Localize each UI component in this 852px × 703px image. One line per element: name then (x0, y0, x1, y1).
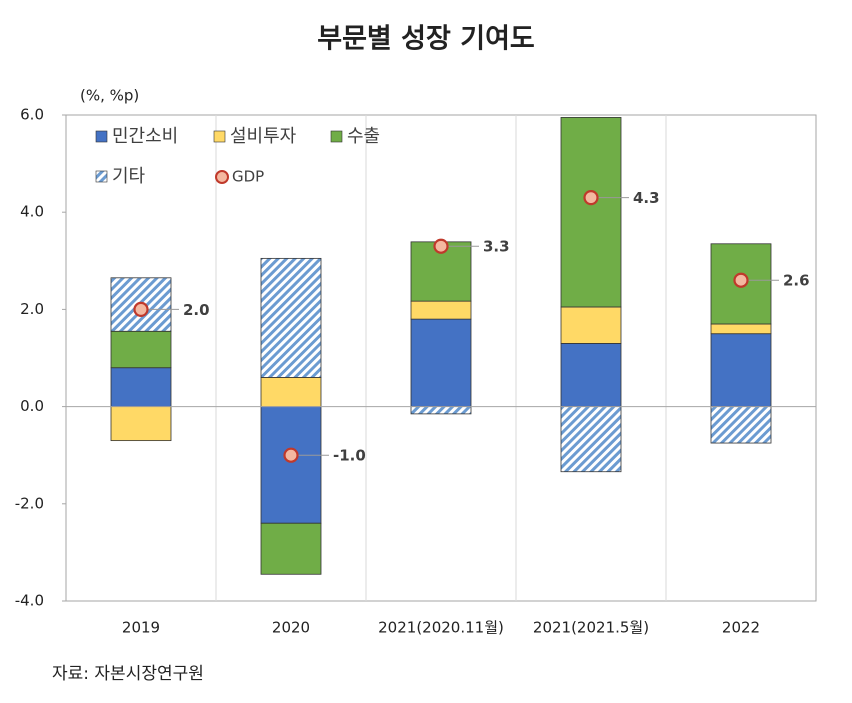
y-tick-label: 0.0 (20, 397, 44, 415)
legend-label: 민간소비 (112, 126, 178, 147)
bar-segment (710, 333, 772, 408)
bar-segment (260, 257, 322, 378)
y-tick-label: -4.0 (15, 592, 44, 610)
bar-segment (560, 306, 622, 344)
legend-marker (215, 170, 229, 184)
x-tick-label: 2021(2020.11월) (378, 619, 504, 637)
bar-segment (260, 377, 322, 408)
gdp-marker (283, 447, 299, 463)
plot-border (65, 114, 817, 602)
legend-swatch (330, 130, 343, 143)
source: 자료: 자본시장연구원 (52, 664, 204, 684)
bar-segment (260, 406, 322, 524)
data-label: 2.0 (183, 301, 210, 319)
bar-segment (110, 406, 172, 442)
bar-segment (410, 406, 472, 415)
y-tick-label: 6.0 (20, 106, 44, 124)
bar-segment (110, 367, 172, 408)
y-tick-label: -2.0 (15, 494, 44, 512)
x-tick-label: 2022 (722, 619, 760, 637)
bar-segment (410, 300, 472, 320)
y-axis-label: (%, %p) (80, 87, 139, 105)
bar-segment (560, 117, 622, 308)
bar-segment (710, 406, 772, 444)
y-tick-label: 2.0 (20, 300, 44, 318)
legend-swatch (213, 130, 226, 143)
gdp-marker (133, 301, 149, 317)
chart-title: 부문별 성장 기여도 (317, 24, 535, 55)
x-tick-label: 2021(2021.5월) (533, 619, 649, 637)
legend-swatch (95, 170, 108, 183)
bar-segment (260, 522, 322, 575)
gdp-marker (433, 238, 449, 254)
legend-label: GDP (232, 168, 264, 186)
bar-segment (710, 323, 772, 335)
data-label: 3.3 (483, 238, 510, 256)
legend-swatch (95, 130, 108, 143)
legend-label: 설비투자 (230, 126, 297, 147)
gdp-marker (583, 190, 599, 206)
bar-segment (410, 318, 472, 407)
bar-segment (110, 330, 172, 369)
legend-label: 수출 (347, 126, 380, 147)
x-tick-label: 2020 (272, 619, 310, 637)
bar-segment (560, 343, 622, 408)
legend-label: 기타 (112, 166, 146, 187)
x-tick-label: 2019 (122, 619, 160, 637)
gdp-marker (733, 272, 749, 288)
y-tick-label: 4.0 (20, 203, 44, 221)
bar-segment (560, 406, 622, 473)
data-label: 2.6 (783, 272, 810, 290)
data-label: -1.0 (333, 447, 366, 465)
data-label: 4.3 (633, 189, 660, 207)
